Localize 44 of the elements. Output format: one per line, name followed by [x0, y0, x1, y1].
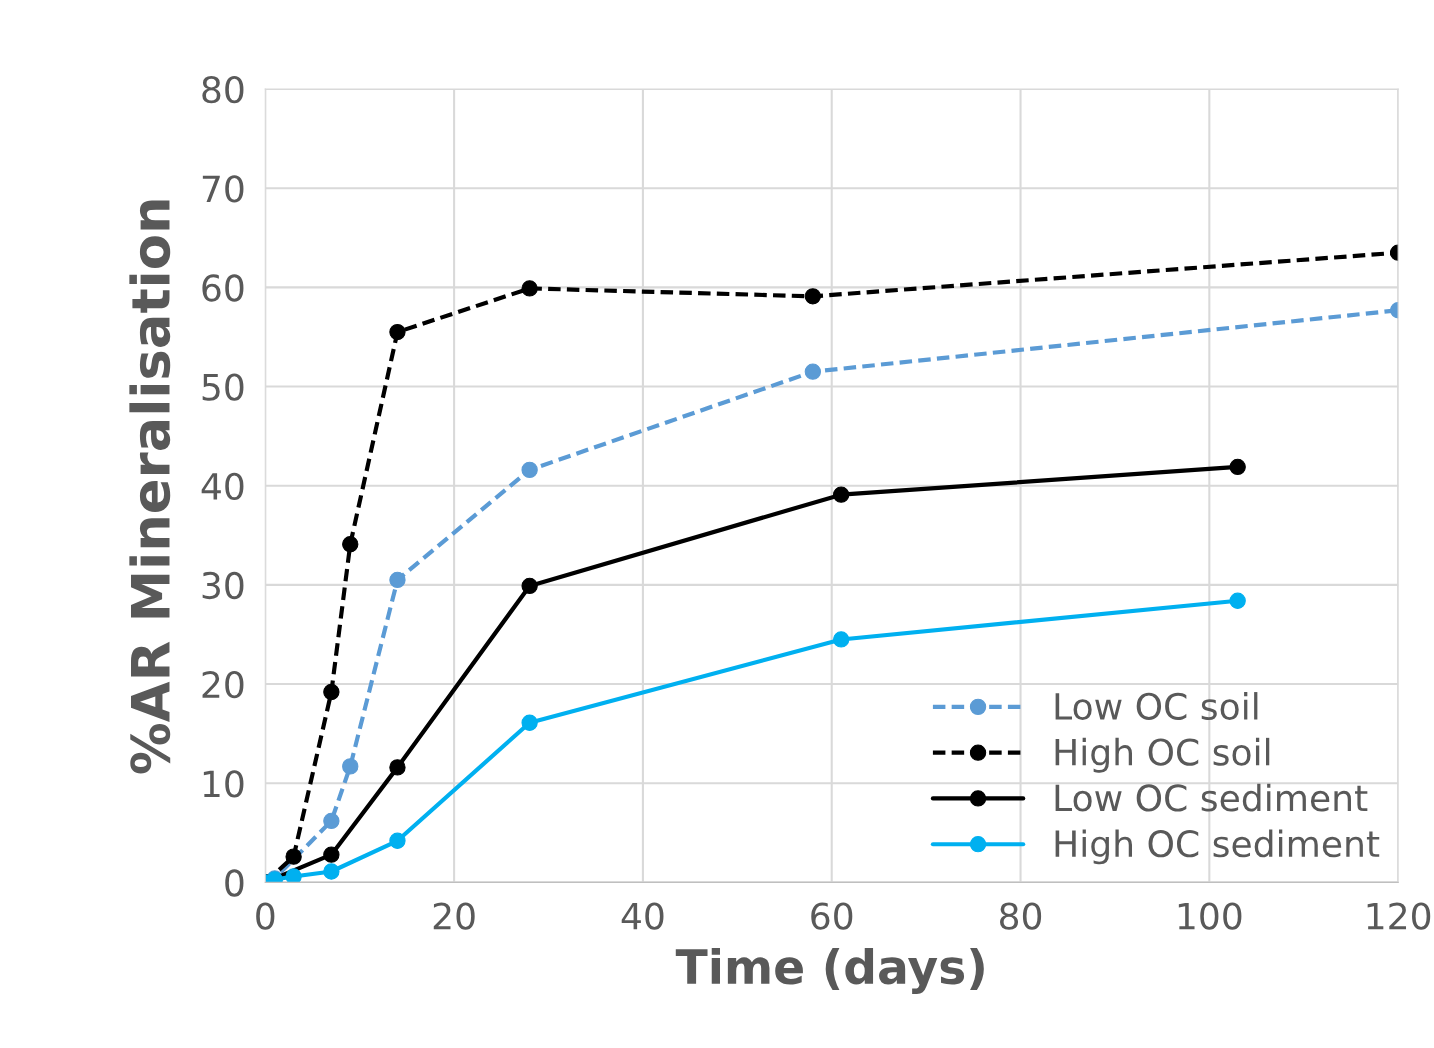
point [1229, 592, 1246, 609]
point [389, 832, 406, 849]
x-tick-label: 60 [811, 902, 853, 930]
point [285, 848, 302, 865]
x-tick-label: 20 [433, 902, 475, 930]
point [521, 577, 538, 595]
x-tick-label: 120 [1367, 902, 1431, 930]
point [833, 486, 850, 503]
point [804, 288, 821, 305]
legend-label: Low OC sediment [1055, 783, 1368, 812]
point [521, 461, 538, 479]
point [323, 863, 340, 880]
y-tick-label: 40 [201, 472, 244, 500]
point [1229, 458, 1246, 476]
point [323, 846, 340, 863]
point [389, 759, 406, 776]
point [285, 868, 302, 883]
point [521, 280, 538, 297]
y-axis-title: %AR Mineralisation [129, 200, 171, 774]
y-tick-label: 60 [202, 274, 244, 302]
x-tick-label: 80 [1000, 902, 1042, 930]
point [342, 536, 359, 553]
y-tick-label: 0 [225, 869, 244, 897]
x-axis-title: Time (days) [675, 947, 984, 994]
point [521, 714, 538, 731]
y-tick-label: 30 [202, 571, 244, 600]
point [342, 758, 359, 775]
x-tick-label: 100 [1178, 902, 1242, 930]
point [389, 571, 406, 589]
y-tick-label: 10 [203, 770, 244, 798]
y-tick-label: 70 [202, 175, 244, 203]
legend-label: High OC soil [1055, 737, 1270, 773]
y-tick-label: 50 [202, 373, 244, 401]
x-tick-label: 40 [621, 902, 664, 930]
point [323, 683, 340, 701]
legend-label: High OC sediment [1055, 829, 1380, 865]
point [323, 812, 340, 830]
point [389, 323, 406, 341]
y-tick-label: 20 [202, 671, 244, 699]
legend-label: Low OC soil [1055, 692, 1258, 721]
point [804, 363, 821, 380]
y-tick-label: 80 [202, 76, 244, 104]
x-tick-label: 0 [256, 902, 275, 930]
point [833, 631, 850, 648]
